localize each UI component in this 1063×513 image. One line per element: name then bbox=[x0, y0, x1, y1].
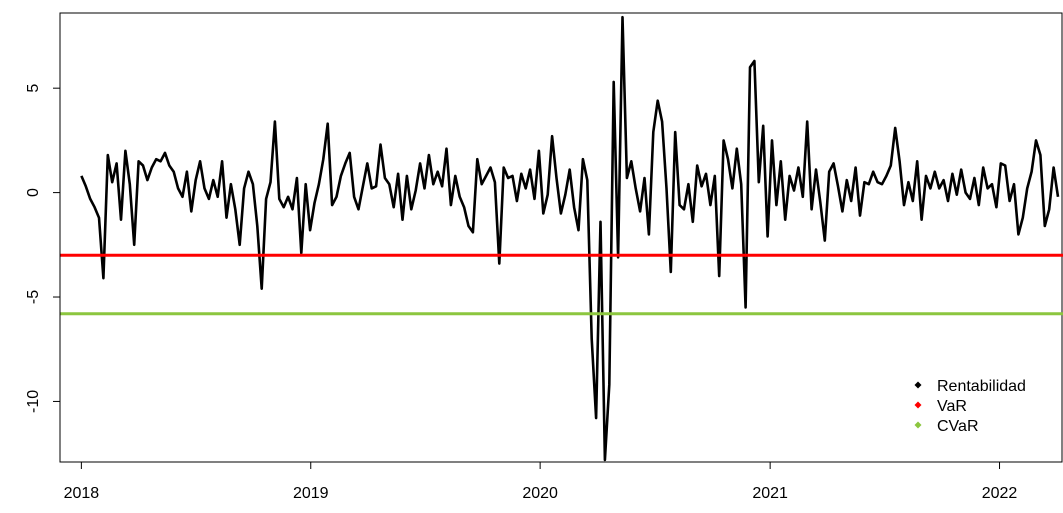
x-tick-label: 2021 bbox=[752, 485, 788, 502]
y-tick-label: -5 bbox=[25, 290, 42, 304]
legend-marker bbox=[914, 401, 922, 409]
legend-label: CVaR bbox=[937, 418, 979, 435]
legend-label: Rentabilidad bbox=[937, 378, 1026, 395]
legend-item-var: VaR bbox=[914, 398, 967, 415]
legend-item-rentabilidad: Rentabilidad bbox=[914, 378, 1026, 395]
legend-label: VaR bbox=[937, 398, 967, 415]
x-tick-label: 2020 bbox=[522, 485, 558, 502]
y-tick-label: 0 bbox=[25, 188, 42, 197]
legend-marker bbox=[914, 421, 922, 429]
x-tick-label: 2019 bbox=[293, 485, 329, 502]
legend: Rentabilidad VaR CVaR bbox=[914, 378, 1026, 435]
series-line-rentabilidad bbox=[80, 15, 1060, 462]
legend-marker bbox=[914, 381, 922, 389]
x-tick-label: 2022 bbox=[982, 485, 1018, 502]
x-tick-label: 2018 bbox=[64, 485, 100, 502]
y-tick-label: 5 bbox=[25, 84, 42, 93]
y-axis: -10 -5 0 5 bbox=[25, 84, 61, 413]
x-axis: 2018 2019 2020 2021 2022 bbox=[64, 461, 1018, 502]
y-tick-label: -10 bbox=[25, 390, 42, 413]
plot-area bbox=[59, 12, 1063, 463]
legend-item-cvar: CVaR bbox=[914, 418, 979, 435]
plot-frame bbox=[59, 12, 1063, 463]
